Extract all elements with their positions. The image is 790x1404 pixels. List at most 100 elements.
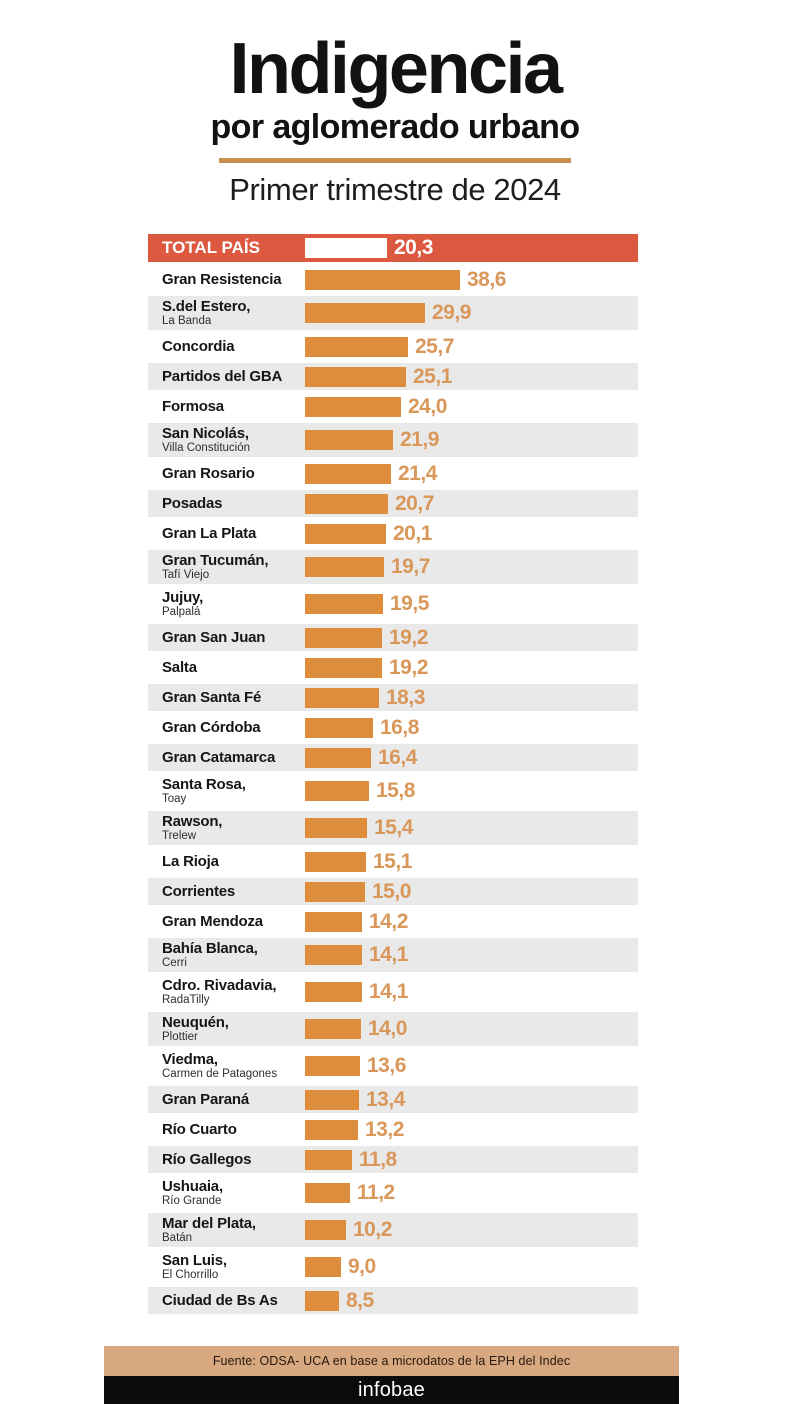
- row-bar: [305, 1056, 360, 1076]
- chart-row: Gran Rosario 21,4: [148, 460, 638, 487]
- row-labels: Gran Paraná: [148, 1090, 305, 1108]
- row-bar: [305, 557, 384, 577]
- row-labels: Gran Santa Fé: [148, 688, 305, 706]
- row-value: 24,0: [408, 394, 447, 418]
- row-value: 8,5: [346, 1288, 374, 1312]
- chart-row: Viedma, Carmen de Patagones 13,6: [148, 1049, 638, 1083]
- chart-row: Formosa 24,0: [148, 393, 638, 420]
- row-label: Formosa: [162, 397, 224, 415]
- chart-row: Gran Santa Fé 18,3: [148, 684, 638, 711]
- chart-row: Concordia 25,7: [148, 333, 638, 360]
- row-labels: Gran Tucumán, Tafí Viejo: [148, 553, 305, 582]
- row-bar: [305, 945, 362, 965]
- row-label: Posadas: [162, 494, 223, 512]
- row-label: Gran San Juan: [162, 628, 266, 646]
- row-label: Gran Mendoza: [162, 912, 263, 930]
- row-label: Ciudad de Bs As: [162, 1291, 278, 1309]
- row-labels: Río Gallegos: [148, 1151, 305, 1168]
- row-bar: [305, 687, 379, 708]
- row-label: Gran Santa Fé: [162, 688, 262, 706]
- row-sublabel: Tafí Viejo: [162, 569, 210, 581]
- row-labels: Mar del Plata, Batán: [148, 1215, 305, 1245]
- row-sublabel: Río Grande: [162, 1195, 222, 1207]
- row-value: 14,2: [369, 909, 408, 933]
- chart-row: Gran San Juan 19,2: [148, 624, 638, 651]
- row-labels: Río Cuarto: [148, 1120, 305, 1138]
- chart-row: Gran Córdoba 16,8: [148, 714, 638, 741]
- chart-row: Ciudad de Bs As 8,5: [148, 1287, 638, 1314]
- chart-row: San Nicolás, Villa Constitución 21,9: [148, 423, 638, 457]
- row-value: 13,2: [365, 1117, 404, 1141]
- row-label: San Nicolás,: [162, 425, 249, 442]
- total-row: TOTAL PAÍS 20,3: [148, 234, 638, 262]
- row-label: Cdro. Rivadavia,: [162, 977, 277, 994]
- row-label: S.del Estero,: [162, 298, 251, 315]
- row-value: 25,7: [415, 334, 454, 358]
- chart-row: Salta 19,2: [148, 654, 638, 681]
- row-label: Gran Córdoba: [162, 718, 261, 736]
- bar-chart: TOTAL PAÍS 20,3 Gran Resistencia 38,6 S.de…: [148, 234, 638, 1317]
- row-value: 20,1: [393, 521, 432, 545]
- chart-row: Jujuy, Palpalá 19,5: [148, 587, 638, 621]
- row-value: 16,4: [378, 745, 417, 769]
- row-value: 29,9: [432, 301, 471, 324]
- row-labels: Gran Rosario: [148, 464, 305, 482]
- row-labels: Salta: [148, 659, 305, 676]
- chart-row: Santa Rosa, Toay 15,8: [148, 774, 638, 808]
- row-labels: Viedma, Carmen de Patagones: [148, 1052, 305, 1081]
- row-bar: [305, 269, 460, 290]
- row-bar: [305, 1257, 341, 1277]
- row-label: Mar del Plata,: [162, 1215, 256, 1232]
- row-value: 15,8: [376, 779, 415, 802]
- row-label: Gran Paraná: [162, 1090, 250, 1108]
- chart-row: S.del Estero, La Banda 29,9: [148, 296, 638, 330]
- row-sublabel: Villa Constitución: [162, 442, 251, 454]
- source-note: Fuente: ODSA- UCA en base a microdatos d…: [104, 1346, 679, 1376]
- total-row-label: TOTAL PAÍS: [162, 238, 260, 257]
- row-bar: [305, 818, 367, 838]
- row-value: 15,0: [372, 879, 411, 903]
- chart-row: Bahía Blanca, Cerri 14,1: [148, 938, 638, 972]
- row-bar: [305, 430, 393, 450]
- total-value: 20,3: [394, 236, 433, 259]
- chart-row: Ushuaia, Río Grande 11,2: [148, 1176, 638, 1210]
- row-labels: San Luis, El Chorrillo: [148, 1253, 305, 1282]
- row-label: Bahía Blanca,: [162, 940, 258, 957]
- row-labels: Gran Resistencia: [148, 270, 305, 288]
- row-sublabel: Plottier: [162, 1031, 198, 1043]
- row-value: 15,4: [374, 816, 413, 839]
- chart-row: Neuquén, Plottier 14,0: [148, 1012, 638, 1046]
- row-value: 11,2: [357, 1181, 395, 1204]
- row-labels: Formosa: [148, 397, 305, 415]
- chart-row: Gran La Plata 20,1: [148, 520, 638, 547]
- row-value: 15,1: [373, 849, 412, 873]
- row-bar: [305, 493, 388, 514]
- row-bar: [305, 1220, 346, 1240]
- row-value: 38,6: [467, 267, 506, 291]
- row-labels: San Nicolás, Villa Constitución: [148, 425, 305, 455]
- row-value: 16,8: [380, 715, 419, 739]
- row-bar: [305, 911, 362, 932]
- row-bar: [305, 1149, 352, 1170]
- row-label: Gran Resistencia: [162, 270, 282, 288]
- title-block: Indigencia por aglomerado urbano Primer …: [0, 33, 790, 208]
- row-bar: [305, 303, 425, 323]
- row-labels: Corrientes: [148, 883, 305, 900]
- row-labels: Ushuaia, Río Grande: [148, 1179, 305, 1208]
- row-bar: [305, 747, 371, 768]
- chart-row: Gran Catamarca 16,4: [148, 744, 638, 771]
- chart-row: Río Cuarto 13,2: [148, 1116, 638, 1143]
- row-value: 19,7: [391, 555, 430, 578]
- row-label: La Rioja: [162, 852, 219, 870]
- row-bar: [305, 627, 382, 648]
- row-label: Gran Rosario: [162, 464, 255, 482]
- row-label: Río Cuarto: [162, 1120, 237, 1138]
- row-labels: Partidos del GBA: [148, 368, 305, 385]
- row-labels: Concordia: [148, 338, 305, 355]
- row-bar: [305, 881, 365, 902]
- row-labels: Ciudad de Bs As: [148, 1291, 305, 1309]
- row-bar: [305, 463, 391, 484]
- row-sublabel: Cerri: [162, 957, 187, 969]
- chart-row: Gran Tucumán, Tafí Viejo 19,7: [148, 550, 638, 584]
